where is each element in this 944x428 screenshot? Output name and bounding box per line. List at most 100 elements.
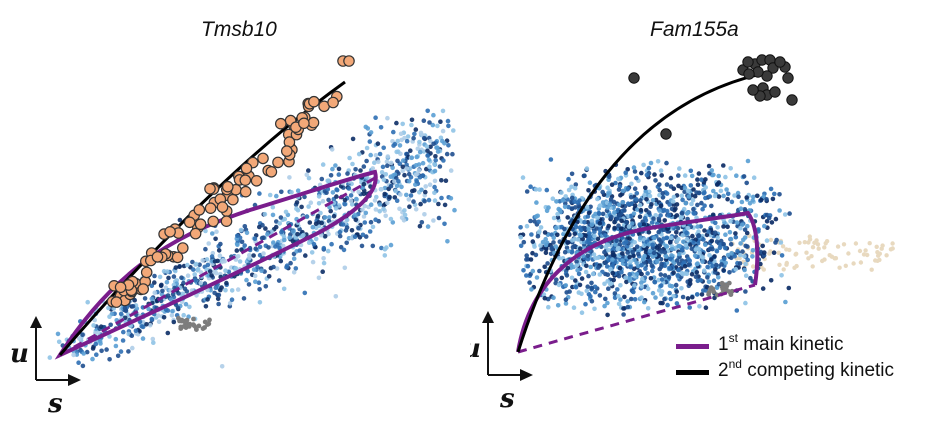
cell-point (361, 181, 367, 187)
cell-point (690, 198, 696, 203)
cell-point (721, 163, 726, 168)
cell-point (190, 259, 195, 265)
cell-point (241, 296, 247, 301)
panel-title: Fam155a (650, 18, 739, 41)
cell-point (316, 201, 322, 206)
cell-point (375, 141, 381, 146)
cell-point (356, 225, 361, 231)
cell-point (846, 251, 851, 256)
cell-point (616, 187, 622, 192)
cell-point (702, 228, 707, 233)
cell-point (437, 164, 443, 169)
cell-point (428, 144, 433, 150)
cell-point (628, 194, 634, 200)
cell-point (660, 195, 666, 200)
cell-point (638, 198, 643, 203)
cell-point (294, 206, 299, 211)
highlighted-point (164, 226, 176, 238)
cell-point (257, 252, 263, 258)
cell-point (764, 219, 770, 224)
highlighted-point (769, 86, 781, 98)
cell-point (569, 275, 575, 281)
gray-cell-point (191, 316, 196, 322)
cell-point (99, 348, 104, 354)
cell-point (195, 266, 201, 272)
cell-point (326, 197, 331, 203)
cell-point (367, 139, 373, 144)
cell-point (634, 271, 640, 277)
cell-point (740, 222, 745, 227)
cell-point (113, 336, 119, 342)
legend-swatch-competing (676, 370, 709, 375)
cell-point (551, 215, 557, 221)
cell-point (443, 178, 449, 183)
cell-point (710, 246, 715, 252)
cell-point (627, 236, 632, 241)
cell-point (263, 226, 268, 231)
cell-point (288, 260, 293, 266)
cell-point (307, 220, 313, 225)
cell-point (557, 255, 562, 261)
cell-point (262, 211, 268, 217)
cell-point (774, 237, 779, 243)
cell-point (238, 227, 244, 233)
cell-point (573, 182, 579, 187)
cell-point (340, 222, 346, 227)
cell-point (674, 289, 679, 294)
cell-point (649, 263, 655, 269)
cell-point (607, 202, 613, 207)
cell-point (843, 263, 848, 268)
cell-point (682, 173, 688, 178)
cell-point (436, 215, 442, 221)
cell-point (342, 265, 348, 271)
cell-point (118, 349, 124, 354)
cell-point (192, 272, 197, 277)
cell-point (383, 213, 389, 219)
cell-point (584, 288, 590, 294)
cell-point (576, 271, 582, 277)
cell-point (683, 200, 689, 206)
cell-point (404, 138, 410, 144)
cell-point (635, 207, 640, 212)
cell-point (689, 173, 695, 179)
cell-point (745, 257, 750, 263)
cell-point (706, 229, 711, 234)
cell-point (80, 332, 85, 338)
cell-point (426, 157, 432, 162)
cell-point (203, 246, 208, 252)
highlighted-point (140, 266, 153, 279)
x-axis-label: s (499, 384, 515, 414)
cell-point (144, 322, 149, 327)
cell-point (737, 261, 743, 266)
cell-point (586, 188, 591, 193)
cell-point (884, 253, 889, 258)
cell-point (712, 193, 718, 199)
cell-point (521, 268, 526, 273)
cell-point (378, 125, 384, 130)
cell-point (574, 263, 579, 268)
highlighted-point (747, 84, 759, 96)
cell-point (677, 166, 682, 171)
cell-point (413, 127, 419, 132)
x-axis-arrow (68, 374, 81, 386)
cell-point (344, 225, 350, 230)
cell-point (316, 275, 322, 281)
cell-point (684, 236, 690, 242)
cell-point (641, 162, 646, 168)
cell-point (600, 211, 606, 217)
cell-point (302, 290, 308, 296)
cell-point (625, 167, 630, 172)
cell-point (92, 317, 97, 323)
cell-point (373, 217, 378, 222)
cell-point (543, 242, 549, 248)
cell-point (180, 291, 186, 297)
cell-point (537, 187, 542, 192)
cell-point (184, 289, 190, 294)
cell-point (626, 224, 632, 229)
cell-point (873, 258, 878, 263)
cell-point (297, 248, 303, 253)
cell-point (668, 256, 673, 262)
cell-point (394, 198, 400, 203)
cell-point (535, 213, 540, 219)
cell-point (218, 241, 223, 247)
